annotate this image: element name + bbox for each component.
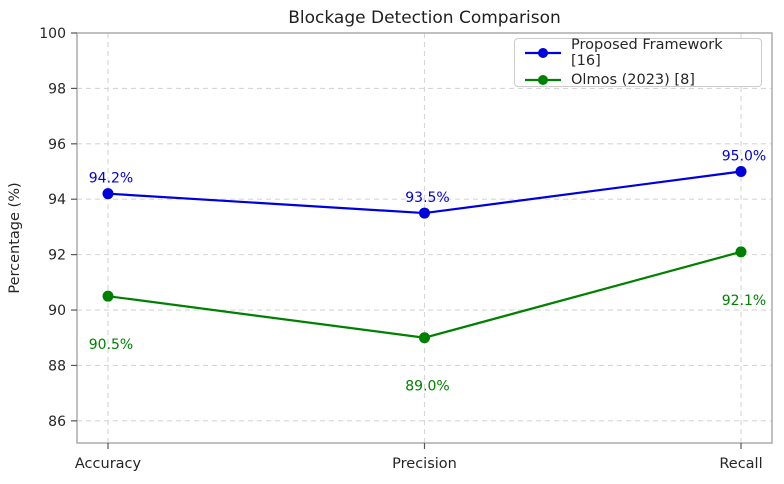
legend-label: Proposed Framework [16] [571,37,723,69]
legend-item-proposed-framework: Proposed Framework [16] [524,37,752,69]
data-point-marker [102,188,114,200]
legend-line-marker-icon [525,75,561,85]
data-point-marker [735,246,747,258]
y-tick-label: 90 [48,303,66,319]
data-point-label: 92.1% [722,293,766,309]
data-point-label: 95.0% [722,149,766,165]
legend: Proposed Framework [16] Olmos (2023) [8] [514,37,762,88]
data-point-label: 89.0% [405,379,449,395]
data-point-marker [419,207,430,219]
legend-item-olmos: Olmos (2023) [8] [524,72,752,88]
y-tick-label: 98 [48,81,66,97]
y-tick-label: 94 [48,192,66,208]
data-point-marker [735,166,747,178]
y-tick-label: 100 [39,26,66,42]
y-tick-label: 86 [48,414,66,430]
data-point-label: 94.2% [89,171,133,187]
x-tick-label: Accuracy [75,456,142,472]
y-tick-label: 92 [48,248,66,264]
legend-line-marker-icon [525,48,561,58]
data-point-marker [419,332,430,344]
x-tick-label: Recall [719,456,762,472]
x-tick-label: Precision [392,456,457,472]
data-point-marker [102,290,114,302]
data-point-label: 90.5% [89,337,133,353]
chart-title: Blockage Detection Comparison [288,8,561,28]
legend-label: Olmos (2023) [8] [571,72,695,88]
y-tick-label: 96 [48,137,66,153]
data-point-label: 93.5% [405,190,449,206]
y-tick-label: 88 [48,358,66,374]
